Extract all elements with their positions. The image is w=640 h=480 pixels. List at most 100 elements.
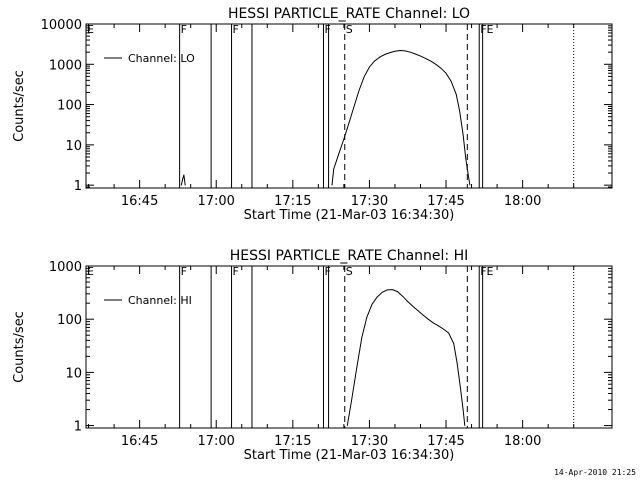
data-point [348,122,350,124]
data-point [369,66,370,68]
data-point [422,314,424,316]
data-point [399,50,401,51]
event-marker-label: F [181,23,187,36]
data-point [392,289,393,290]
data-point [363,76,365,77]
data-point [430,60,432,62]
data-point [338,153,340,155]
x-tick-label: 17:45 [427,434,464,449]
event-marker-label: S [346,265,353,278]
data-point [379,56,381,58]
data-point [371,303,373,305]
data-point [469,184,471,186]
x-axis-label: Start Time (21-Mar-03 16:34:30) [244,448,455,463]
y-tick-label: 1000 [49,58,82,73]
data-point [358,89,360,91]
x-tick-label: 17:30 [351,194,388,209]
data-point [331,184,333,186]
x-axis-label: Start Time (21-Mar-03 16:34:30) [244,208,455,223]
data-point [448,332,449,334]
x-tick-label: 17:30 [351,434,388,449]
event-marker-label: E [87,23,94,36]
data-point [464,425,466,426]
data-point [346,425,348,426]
data-point [180,184,182,186]
y-tick-label: 10 [65,366,82,381]
data-point [435,63,437,65]
event-marker-label: F [233,265,239,278]
data-point [460,387,461,389]
data-point [414,53,416,55]
x-tick-label: 17:15 [274,434,311,449]
event-marker-label: E [87,265,94,278]
event-marker-label: F [181,265,187,278]
data-point [412,305,414,307]
data-point [443,328,444,330]
event-marker-label: FE [480,265,493,278]
data-point [427,318,429,320]
data-point [445,72,447,74]
x-tick-label: 17:00 [197,434,234,449]
chart-title: HESSI PARTICLE_RATE Channel: LO [228,6,470,22]
data-point [455,93,457,95]
data-point [366,316,368,318]
y-tick-label: 100 [57,99,82,114]
y-tick-label: 10000 [41,18,82,33]
y-axis-label: Counts/sec [12,311,27,383]
data-point [456,362,458,364]
data-point [437,325,439,327]
data-point [333,168,335,170]
data-point [404,50,406,52]
data-point [381,291,383,293]
x-tick-label: 17:15 [274,194,311,209]
data-point [450,80,452,82]
event-marker-label: F [233,23,239,36]
plot-frame [85,265,613,429]
data-point [417,310,419,312]
y-tick-label: 100 [57,313,82,328]
data-point [420,55,421,57]
data-point [409,51,411,53]
legend-label: Channel: HI [128,294,192,307]
data-point [440,67,442,69]
data-point [182,178,184,180]
event-marker-label: S [346,23,353,36]
data-point [374,60,375,62]
data-point [394,50,396,52]
x-tick-label: 16:45 [121,434,158,449]
data-point [386,289,388,291]
data-point [356,367,358,369]
x-tick-label: 18:00 [504,194,541,209]
data-point [343,138,345,140]
chart-panel-1: HESSI PARTICLE_RATE Channel: LO 1 10 100 100… [12,6,613,223]
data-point [407,301,409,302]
plot-frame [85,23,613,189]
y-tick-label: 1 [74,420,82,435]
footer-timestamp: 14-Apr-2010 21:25 [554,468,636,477]
data-point [361,337,363,339]
series-line [331,49,471,186]
y-axis-label: Counts/sec [12,70,27,142]
series-line [346,289,466,426]
y-tick-label: 1 [74,179,82,194]
data-point [389,52,391,54]
data-point [425,58,427,59]
data-point [384,54,386,55]
data-point [184,184,186,186]
event-marker-label: F [324,265,330,278]
y-tick-label: 1000 [49,260,82,275]
data-point [432,322,434,324]
data-point [353,106,355,107]
data-point [466,168,468,170]
event-marker-label: FE [480,23,493,36]
data-point [351,399,352,401]
chart-title: HESSI PARTICLE_RATE Channel: HI [230,248,468,264]
x-tick-label: 17:45 [427,194,464,209]
legend-label: Channel: LO [128,52,195,65]
event-marker-label: F [324,23,330,36]
x-tick-label: 18:00 [504,434,541,449]
x-tick-label: 16:45 [121,194,158,209]
data-point [402,295,404,297]
data-point [183,174,185,176]
